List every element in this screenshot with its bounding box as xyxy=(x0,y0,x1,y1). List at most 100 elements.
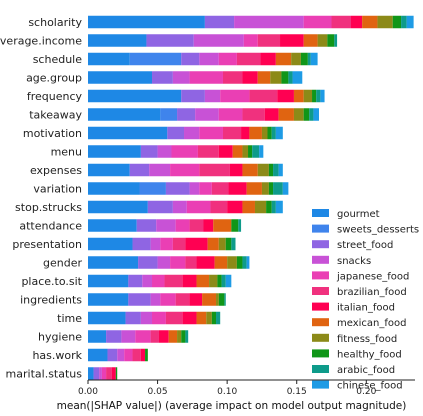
bar-segment-sweets-desserts xyxy=(139,182,166,195)
bar-segment-mexican-food xyxy=(196,274,210,288)
y-tick-label: menu xyxy=(51,146,82,159)
bar-segment-snacks xyxy=(157,145,172,158)
bar-segment-brazilian-food xyxy=(222,126,242,140)
bar-segment-snacks xyxy=(199,52,219,66)
bar-segment-street-food xyxy=(181,52,200,66)
bar-segment-gourmet xyxy=(88,274,129,288)
bar-segment-gourmet xyxy=(88,15,205,29)
legend-label: healthy_food xyxy=(337,349,402,360)
bar-segment-brazilian-food xyxy=(257,34,281,47)
bar-segment-mexican-food xyxy=(213,219,232,232)
bar-segment-snacks xyxy=(99,367,102,380)
bar-segment-arabic-food xyxy=(216,311,221,325)
bar-segment-mexican-food xyxy=(278,108,294,121)
bar-segment-japanese-food xyxy=(152,274,165,288)
legend-label: sweets_desserts xyxy=(337,225,419,236)
y-tick-label: frequency xyxy=(27,90,83,103)
bar-segment-arabic-food xyxy=(231,237,236,251)
bar-segment-italian-food xyxy=(182,274,197,288)
bar-segment-japanese-food xyxy=(152,311,166,325)
bar-segment-fitness-food xyxy=(293,108,304,121)
bar-segment-healthy-food xyxy=(231,219,239,232)
bar-segment-italian-food xyxy=(218,145,233,158)
bar-segment-arabic-food xyxy=(221,274,226,288)
bar-segment-arabic-food xyxy=(401,15,407,29)
bar-segment-mexican-food xyxy=(168,330,178,343)
bar-segment-japanese-food xyxy=(199,126,223,140)
bar-segment-brazilian-food xyxy=(150,330,159,343)
bar-segment-healthy-food xyxy=(300,52,308,66)
legend-label: mexican_food xyxy=(337,318,406,329)
bar-segment-healthy-food xyxy=(267,126,272,140)
bar-segment-healthy-food xyxy=(281,71,289,84)
bar-segment-japanese-food xyxy=(218,52,237,66)
bar-segment-japanese-food xyxy=(171,145,198,158)
bar-segment-snacks xyxy=(184,126,200,140)
legend-label: arabic_food xyxy=(337,365,395,376)
y-tick-label: stop.strucks xyxy=(15,201,82,214)
bar-segment-sweets-desserts xyxy=(160,108,178,121)
bar-segment-mexican-food xyxy=(232,145,243,158)
bar-segment-fitness-food xyxy=(206,311,212,325)
bar-segment-healthy-food xyxy=(392,15,402,29)
bar-segment-japanese-food xyxy=(199,182,212,195)
bar-segment-mexican-food xyxy=(242,163,258,177)
bar-segment-japanese-food xyxy=(218,108,243,121)
y-tick-label: motivation xyxy=(23,127,82,140)
bar-segment-snacks xyxy=(189,182,200,195)
bar-segment-fitness-food xyxy=(216,293,219,306)
bar-segment-fitness-food xyxy=(177,330,182,343)
bar-segment-gourmet xyxy=(88,163,130,177)
bar-segment-street-food xyxy=(204,15,235,29)
y-tick-label: expenses xyxy=(30,164,82,177)
bar-segment-brazilian-food xyxy=(242,108,265,121)
bar-segment-healthy-food xyxy=(327,34,335,47)
bar-segment-fitness-food xyxy=(377,15,393,29)
bar-segment-snacks xyxy=(157,256,171,269)
bar-segment-snacks xyxy=(193,34,244,47)
legend-label: italian_food xyxy=(337,303,395,314)
bar-segment-arabic-food xyxy=(252,145,260,158)
bar-segment-japanese-food xyxy=(186,200,211,214)
legend-label: snacks xyxy=(337,256,371,267)
bar-segment-mexican-food xyxy=(246,182,262,195)
x-tick-label: 0.20 xyxy=(356,387,376,397)
bar-segment-italian-food xyxy=(140,348,146,362)
bar-segment-brazilian-food xyxy=(211,182,229,195)
bar-segment-street-food xyxy=(136,219,157,232)
bar-segment-italian-food xyxy=(242,71,258,84)
bar-segment-chinese-food xyxy=(292,71,303,84)
bar-segment-snacks xyxy=(150,237,161,251)
bar-segment-snacks xyxy=(142,274,153,288)
stacked-bars xyxy=(88,15,414,380)
bar-segment-italian-food xyxy=(182,311,197,325)
bar-segment-japanese-food xyxy=(175,219,190,232)
bar-segment-brazilian-food xyxy=(222,71,243,84)
bar-segment-snacks xyxy=(172,71,190,84)
bar-segment-gourmet xyxy=(88,126,168,140)
legend-label: gourmet xyxy=(337,209,380,220)
bar-segment-arabic-food xyxy=(273,182,283,195)
bar-segment-mexican-food xyxy=(214,256,228,269)
legend-swatch-snacks xyxy=(312,255,329,264)
bar-segment-arabic-food xyxy=(185,330,189,343)
bar-segment-healthy-food xyxy=(218,293,225,306)
bar-segment-gourmet xyxy=(88,330,107,343)
bar-segment-chinese-food xyxy=(310,52,318,66)
bar-segment-healthy-food xyxy=(268,163,274,177)
bar-segment-brazilian-food xyxy=(199,163,230,177)
bar-segment-arabic-food xyxy=(224,293,226,306)
bar-segment-brazilian-food xyxy=(236,52,261,66)
bar-segment-japanese-food xyxy=(170,163,200,177)
bar-segment-healthy-food xyxy=(211,311,217,325)
bar-segment-brazilian-food xyxy=(106,367,112,380)
y-tick-label: ingredients xyxy=(20,294,82,307)
bar-segment-healthy-food xyxy=(236,256,243,269)
bar-segment-healthy-food xyxy=(115,367,118,380)
bar-segment-gourmet xyxy=(88,348,108,362)
legend-label: chinese_food xyxy=(337,381,403,392)
bar-segment-japanese-food xyxy=(135,330,151,343)
legend-swatch-japanese-food xyxy=(312,271,329,280)
bar-segment-brazilian-food xyxy=(249,89,278,103)
